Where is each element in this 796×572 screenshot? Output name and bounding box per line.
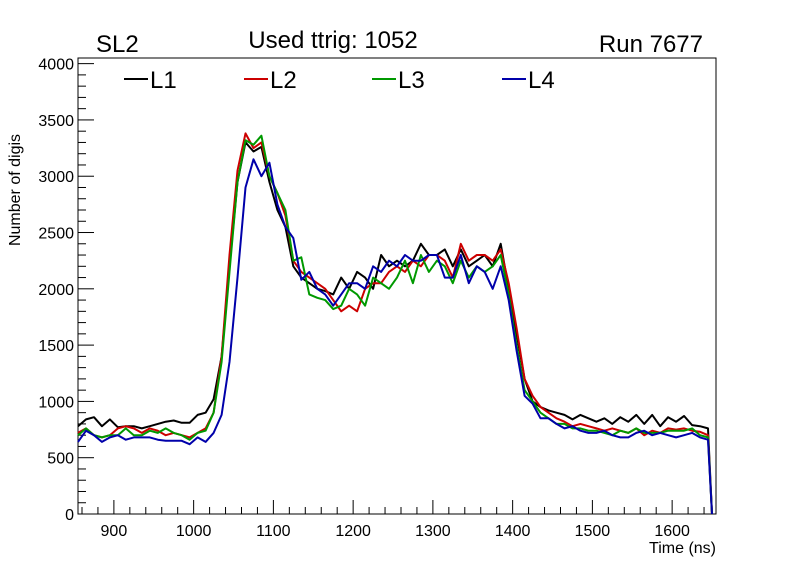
- axis-ticks: [78, 63, 705, 515]
- plot-frame: [77, 57, 717, 515]
- x-tick-label: 1300: [415, 523, 451, 540]
- series-line-l1: [77, 141, 713, 515]
- x-tick-label: 1400: [495, 523, 531, 540]
- header-right-label: Run 7677: [599, 31, 703, 58]
- x-tick-labels: 900 1000 1100 1200 1300 1400 1500 1600: [101, 523, 691, 540]
- y-tick-label: 4000: [38, 57, 74, 74]
- y-tick-label: 500: [47, 451, 74, 468]
- x-tick-label: 1200: [335, 523, 371, 540]
- x-tick-label: 900: [101, 523, 128, 540]
- series-line-l3: [77, 134, 713, 515]
- y-tick-label: 2500: [38, 226, 74, 243]
- y-tick-label: 3000: [38, 169, 74, 186]
- legend-label-l2: L2: [270, 67, 297, 94]
- legend-label-l3: L3: [398, 67, 425, 94]
- legend-label-l4: L4: [528, 67, 555, 94]
- x-tick-label: 1100: [256, 523, 291, 540]
- series-line-l4: [77, 158, 713, 515]
- y-tick-label: 2000: [38, 282, 74, 299]
- legend-label-l1: L1: [150, 67, 177, 94]
- y-tick-label: 1500: [38, 338, 74, 355]
- y-tick-label: 1000: [38, 394, 74, 411]
- x-tick-label: 1500: [575, 523, 611, 540]
- y-tick-labels: 0 500 1000 1500 2000 2500 3000 3500 4000: [38, 57, 74, 524]
- series-line-l2: [77, 132, 713, 515]
- y-axis-label: Number of digis: [7, 134, 24, 246]
- x-tick-label: 1600: [654, 523, 690, 540]
- series-lines: [77, 132, 713, 515]
- x-axis-label: Time (ns): [649, 540, 716, 557]
- y-tick-label: 0: [65, 507, 74, 524]
- legend: L1 L2 L3 L4: [124, 67, 555, 94]
- x-tick-label: 1000: [176, 523, 212, 540]
- y-tick-label: 3500: [38, 113, 74, 130]
- chart-title: Used ttrig: 1052: [248, 27, 417, 54]
- header-left-label: SL2: [96, 31, 139, 58]
